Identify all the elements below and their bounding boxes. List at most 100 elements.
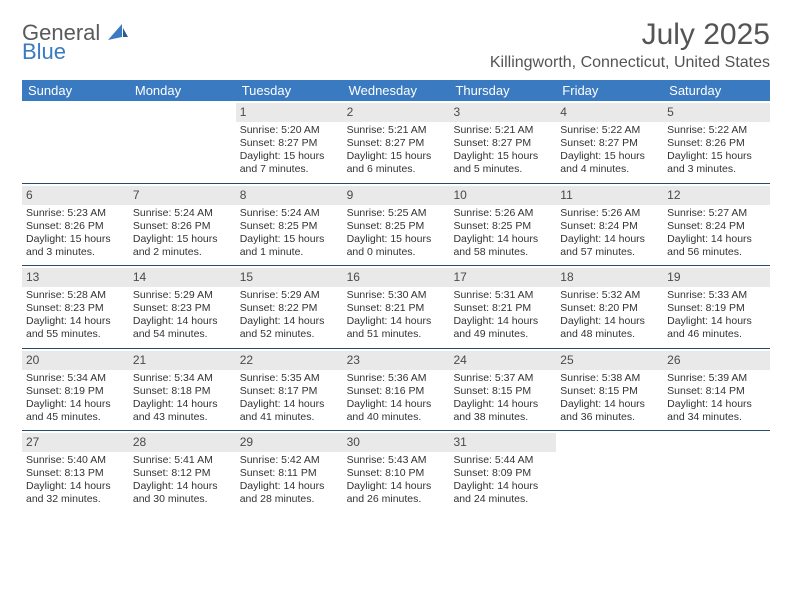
calendar-day-cell: 25Sunrise: 5:38 AM Sunset: 8:15 PM Dayli… xyxy=(556,349,663,431)
day-detail: Sunrise: 5:24 AM Sunset: 8:26 PM Dayligh… xyxy=(133,207,232,260)
day-number: 30 xyxy=(343,433,450,452)
day-detail: Sunrise: 5:32 AM Sunset: 8:20 PM Dayligh… xyxy=(560,289,659,342)
day-number: 15 xyxy=(236,268,343,287)
calendar-day-cell: 14Sunrise: 5:29 AM Sunset: 8:23 PM Dayli… xyxy=(129,266,236,348)
day-detail: Sunrise: 5:38 AM Sunset: 8:15 PM Dayligh… xyxy=(560,372,659,425)
day-detail: Sunrise: 5:24 AM Sunset: 8:25 PM Dayligh… xyxy=(240,207,339,260)
weekday-header: Sunday xyxy=(22,80,129,101)
day-number: 1 xyxy=(236,103,343,122)
calendar-day-cell xyxy=(556,431,663,513)
day-detail: Sunrise: 5:21 AM Sunset: 8:27 PM Dayligh… xyxy=(347,124,446,177)
day-number: 10 xyxy=(449,186,556,205)
calendar-day-cell: 12 Sunrise: 5:27 AM Sunset: 8:24 PM Dayli… xyxy=(663,184,770,266)
day-number xyxy=(129,103,236,122)
logo: General Blue xyxy=(22,24,128,61)
day-number: 17 xyxy=(449,268,556,287)
calendar-day-cell: 31Sunrise: 5:44 AM Sunset: 8:09 PM Dayli… xyxy=(449,431,556,513)
day-detail: Sunrise: 5:25 AM Sunset: 8:25 PM Dayligh… xyxy=(347,207,446,260)
day-number: 21 xyxy=(129,351,236,370)
calendar-day-cell: 21 Sunrise: 5:34 AM Sunset: 8:18 PM Dayli… xyxy=(129,349,236,431)
calendar-day-cell: 18 Sunrise: 5:32 AM Sunset: 8:20 PM Dayli… xyxy=(556,266,663,348)
location-subtitle: Killingworth, Connecticut, United States xyxy=(490,54,770,72)
calendar-day-cell: 26 Sunrise: 5:39 AM Sunset: 8:14 PM Dayli… xyxy=(663,349,770,431)
day-number: 27 xyxy=(22,433,129,452)
day-number: 26 xyxy=(663,351,770,370)
title-block: July 2025 Killingworth, Connecticut, Uni… xyxy=(490,18,770,72)
day-detail: Sunrise: 5:30 AM Sunset: 8:21 PM Dayligh… xyxy=(347,289,446,342)
calendar-day-cell: 16 Sunrise: 5:30 AM Sunset: 8:21 PM Dayli… xyxy=(343,266,450,348)
calendar-day-cell: 5Sunrise: 5:22 AM Sunset: 8:26 PM Daylig… xyxy=(663,101,770,183)
day-detail: Sunrise: 5:21 AM Sunset: 8:27 PM Dayligh… xyxy=(453,124,552,177)
day-number: 11 xyxy=(556,186,663,205)
calendar-day-cell: 28 Sunrise: 5:41 AM Sunset: 8:12 PM Dayli… xyxy=(129,431,236,513)
calendar-body: 1 Sunrise: 5:20 AM Sunset: 8:27 PM Daylig… xyxy=(22,101,770,513)
page-title: July 2025 xyxy=(490,18,770,52)
calendar-day-cell: 29Sunrise: 5:42 AM Sunset: 8:11 PM Dayli… xyxy=(236,431,343,513)
day-detail: Sunrise: 5:28 AM Sunset: 8:23 PM Dayligh… xyxy=(26,289,125,342)
day-detail: Sunrise: 5:26 AM Sunset: 8:24 PM Dayligh… xyxy=(560,207,659,260)
calendar-day-cell: 1 Sunrise: 5:20 AM Sunset: 8:27 PM Daylig… xyxy=(236,101,343,183)
day-number xyxy=(556,433,663,452)
header: General Blue July 2025 Killingworth, Con… xyxy=(22,18,770,72)
day-number: 18 xyxy=(556,268,663,287)
day-number: 19 xyxy=(663,268,770,287)
logo-sail-icon xyxy=(108,24,128,40)
day-detail: Sunrise: 5:39 AM Sunset: 8:14 PM Dayligh… xyxy=(667,372,766,425)
calendar-day-cell: 8 Sunrise: 5:24 AM Sunset: 8:25 PM Daylig… xyxy=(236,184,343,266)
calendar-week: 6Sunrise: 5:23 AM Sunset: 8:26 PM Daylig… xyxy=(22,183,770,266)
day-detail: Sunrise: 5:33 AM Sunset: 8:19 PM Dayligh… xyxy=(667,289,766,342)
weekday-header: Saturday xyxy=(663,80,770,101)
day-detail: Sunrise: 5:37 AM Sunset: 8:15 PM Dayligh… xyxy=(453,372,552,425)
calendar-day-cell: 17 Sunrise: 5:31 AM Sunset: 8:21 PM Dayli… xyxy=(449,266,556,348)
calendar-day-cell: 22 Sunrise: 5:35 AM Sunset: 8:17 PM Dayli… xyxy=(236,349,343,431)
calendar-day-cell: 9 Sunrise: 5:25 AM Sunset: 8:25 PM Daylig… xyxy=(343,184,450,266)
day-number: 24 xyxy=(449,351,556,370)
day-detail: Sunrise: 5:35 AM Sunset: 8:17 PM Dayligh… xyxy=(240,372,339,425)
day-detail: Sunrise: 5:34 AM Sunset: 8:18 PM Dayligh… xyxy=(133,372,232,425)
calendar-day-cell: 10 Sunrise: 5:26 AM Sunset: 8:25 PM Dayli… xyxy=(449,184,556,266)
day-number: 22 xyxy=(236,351,343,370)
day-detail: Sunrise: 5:20 AM Sunset: 8:27 PM Dayligh… xyxy=(240,124,339,177)
day-number: 20 xyxy=(22,351,129,370)
day-number xyxy=(22,103,129,122)
day-detail: Sunrise: 5:36 AM Sunset: 8:16 PM Dayligh… xyxy=(347,372,446,425)
calendar-day-cell: 24 Sunrise: 5:37 AM Sunset: 8:15 PM Dayli… xyxy=(449,349,556,431)
day-detail: Sunrise: 5:27 AM Sunset: 8:24 PM Dayligh… xyxy=(667,207,766,260)
calendar-day-cell xyxy=(129,101,236,183)
day-number: 8 xyxy=(236,186,343,205)
day-detail: Sunrise: 5:26 AM Sunset: 8:25 PM Dayligh… xyxy=(453,207,552,260)
day-detail: Sunrise: 5:31 AM Sunset: 8:21 PM Dayligh… xyxy=(453,289,552,342)
day-number: 28 xyxy=(129,433,236,452)
calendar-day-cell: 7 Sunrise: 5:24 AM Sunset: 8:26 PM Daylig… xyxy=(129,184,236,266)
day-detail: Sunrise: 5:22 AM Sunset: 8:27 PM Dayligh… xyxy=(560,124,659,177)
calendar-week: 1 Sunrise: 5:20 AM Sunset: 8:27 PM Daylig… xyxy=(22,101,770,183)
calendar-day-cell xyxy=(22,101,129,183)
day-detail: Sunrise: 5:42 AM Sunset: 8:11 PM Dayligh… xyxy=(240,454,339,507)
day-detail: Sunrise: 5:34 AM Sunset: 8:19 PM Dayligh… xyxy=(26,372,125,425)
calendar-day-cell: 27 Sunrise: 5:40 AM Sunset: 8:13 PM Dayli… xyxy=(22,431,129,513)
calendar-week: 27 Sunrise: 5:40 AM Sunset: 8:13 PM Dayli… xyxy=(22,430,770,513)
day-number: 7 xyxy=(129,186,236,205)
day-number: 9 xyxy=(343,186,450,205)
day-number: 23 xyxy=(343,351,450,370)
day-number: 13 xyxy=(22,268,129,287)
calendar-day-cell: 2Sunrise: 5:21 AM Sunset: 8:27 PM Daylig… xyxy=(343,101,450,183)
day-detail: Sunrise: 5:40 AM Sunset: 8:13 PM Dayligh… xyxy=(26,454,125,507)
calendar-day-cell: 20 Sunrise: 5:34 AM Sunset: 8:19 PM Dayli… xyxy=(22,349,129,431)
calendar-day-cell: 4Sunrise: 5:22 AM Sunset: 8:27 PM Daylig… xyxy=(556,101,663,183)
day-detail: Sunrise: 5:41 AM Sunset: 8:12 PM Dayligh… xyxy=(133,454,232,507)
logo-text: General Blue xyxy=(22,24,128,61)
day-number: 5 xyxy=(663,103,770,122)
calendar-day-cell: 30Sunrise: 5:43 AM Sunset: 8:10 PM Dayli… xyxy=(343,431,450,513)
weekday-header: Tuesday xyxy=(236,80,343,101)
day-number: 12 xyxy=(663,186,770,205)
logo-word-2: Blue xyxy=(22,39,66,64)
weekday-header: Friday xyxy=(556,80,663,101)
weekday-header: Monday xyxy=(129,80,236,101)
weekday-header: Thursday xyxy=(449,80,556,101)
weekday-header: Wednesday xyxy=(343,80,450,101)
day-number: 14 xyxy=(129,268,236,287)
day-number: 16 xyxy=(343,268,450,287)
calendar-day-cell: 23 Sunrise: 5:36 AM Sunset: 8:16 PM Dayli… xyxy=(343,349,450,431)
calendar-day-cell: 11 Sunrise: 5:26 AM Sunset: 8:24 PM Dayli… xyxy=(556,184,663,266)
